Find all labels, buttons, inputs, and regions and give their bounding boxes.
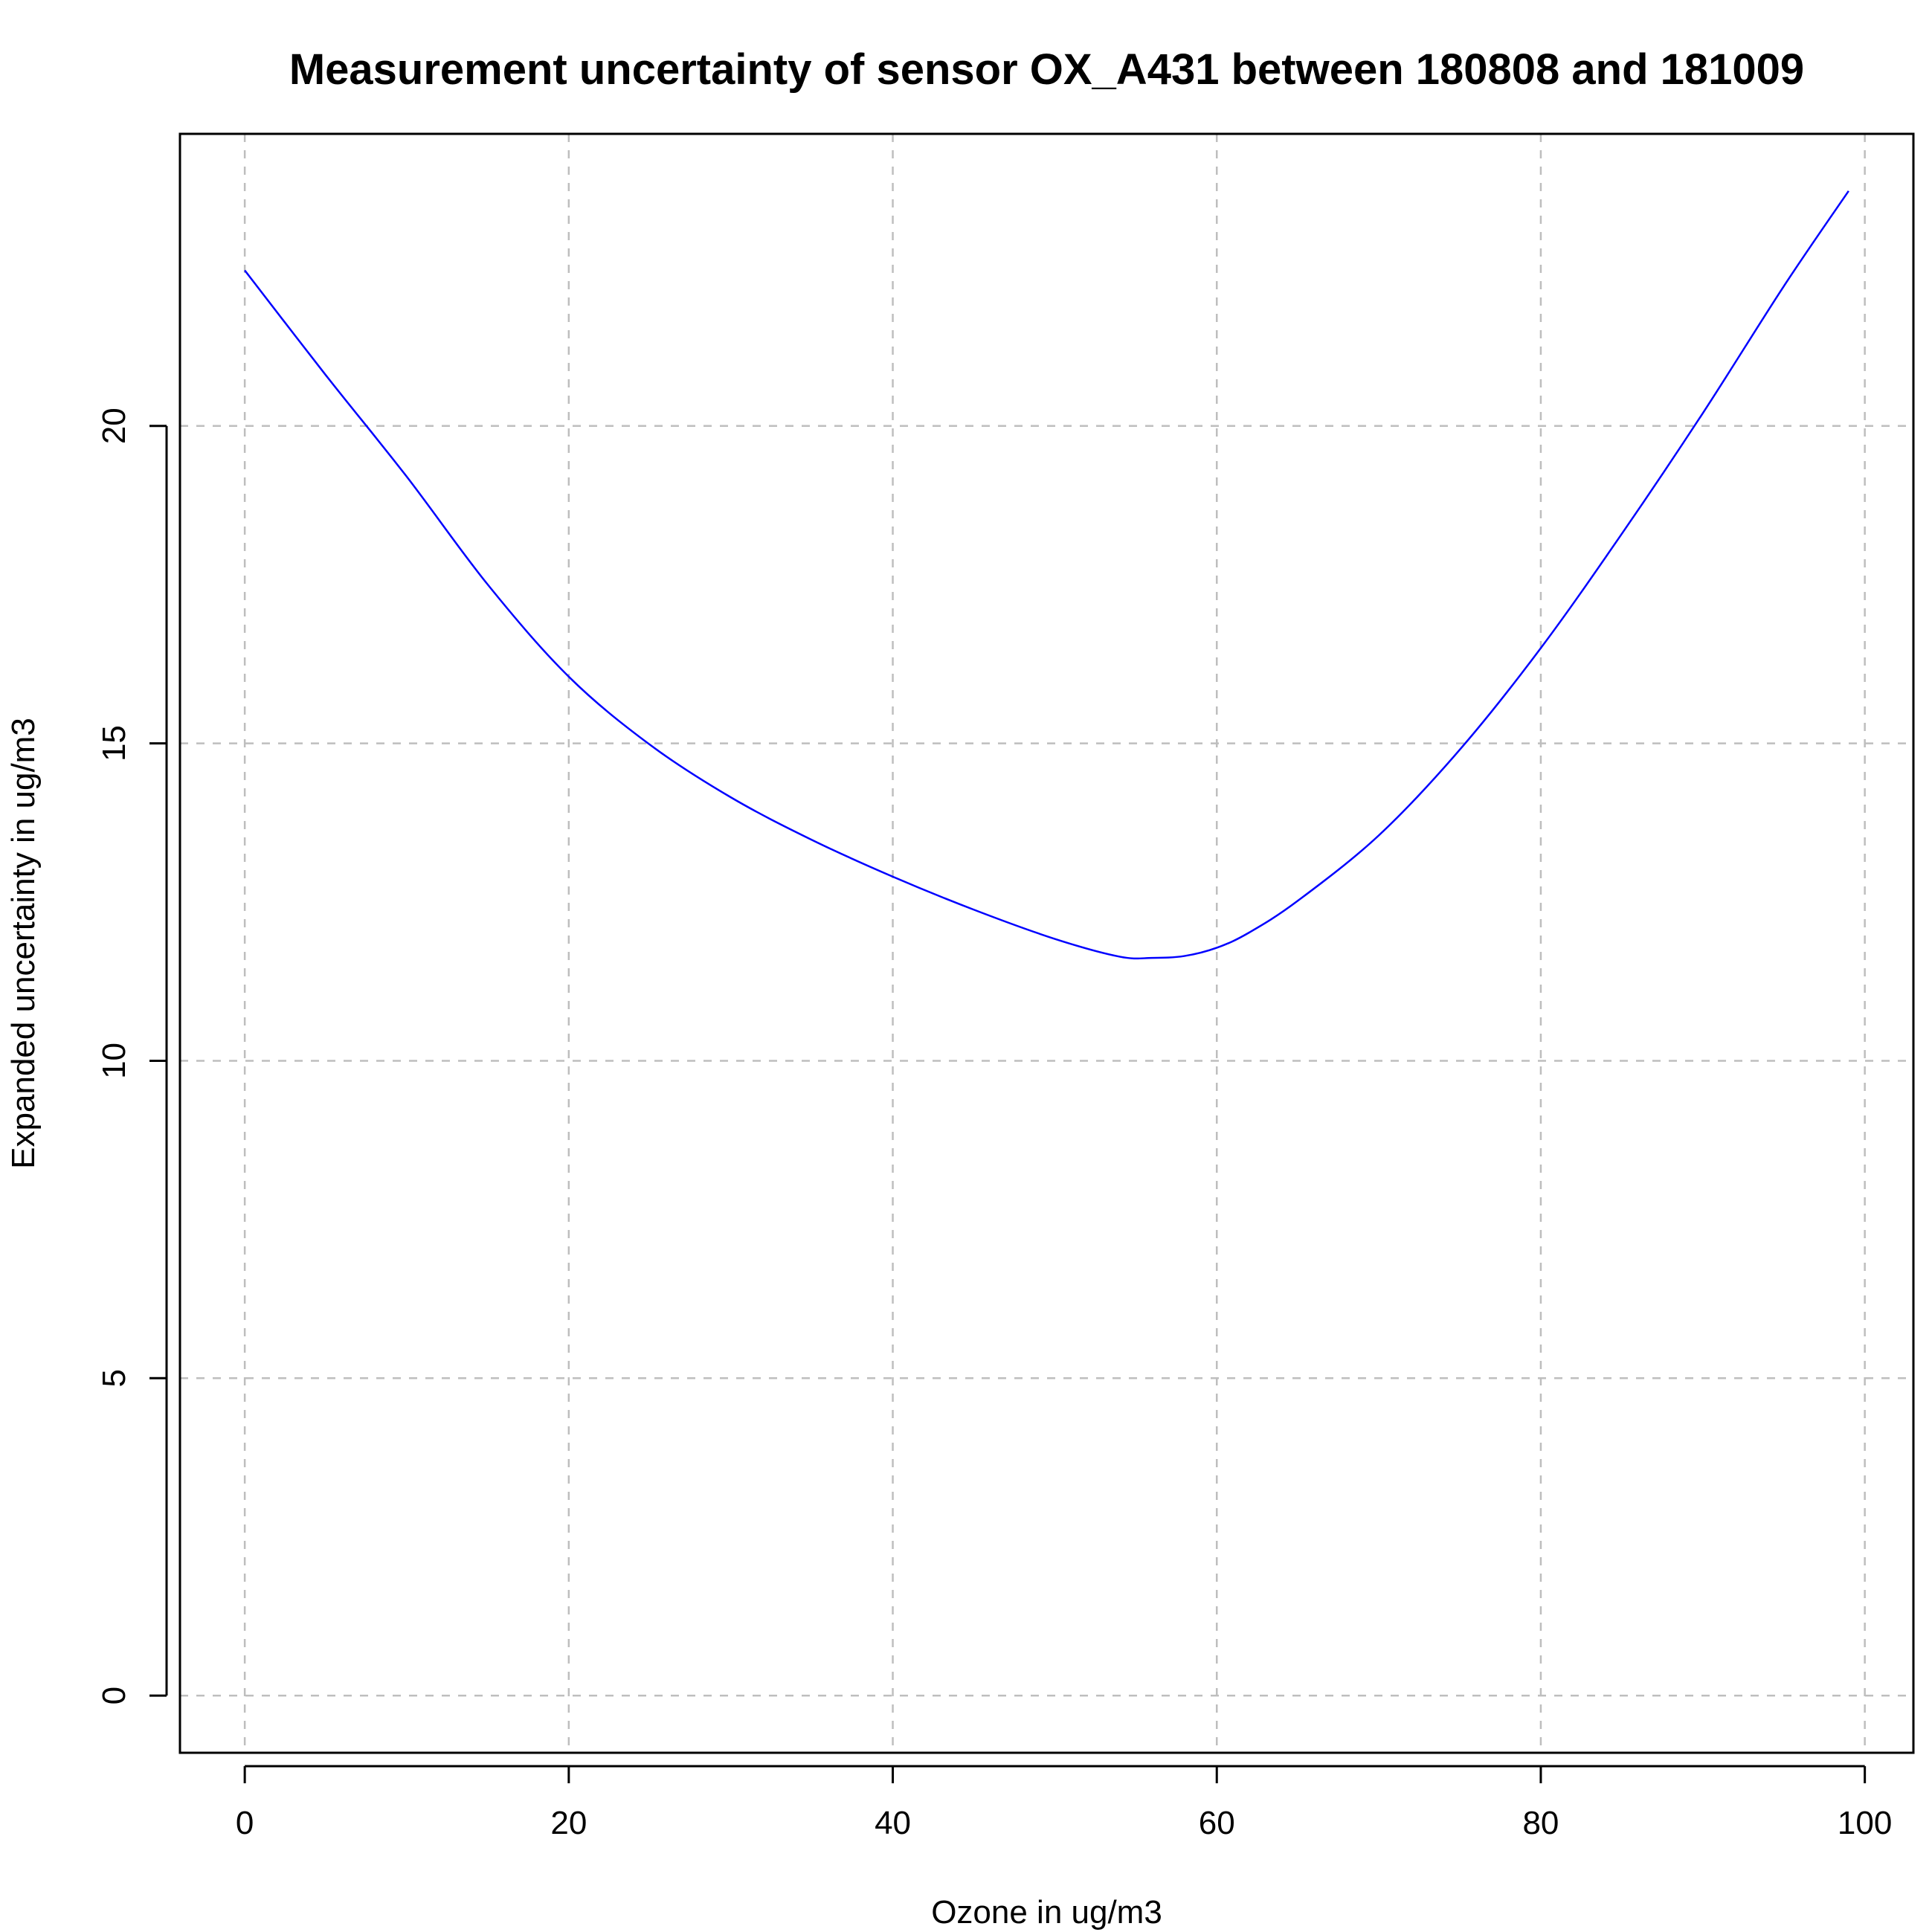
y-tick-label: 15: [96, 725, 132, 761]
x-tick-label: 100: [1838, 1805, 1892, 1841]
x-tick-label: 40: [875, 1805, 911, 1841]
y-axis-label: Expanded uncertainty in ug/m3: [5, 718, 42, 1169]
y-tick-label: 5: [96, 1369, 132, 1387]
data-layer: [244, 190, 1849, 960]
y-tick-label: 0: [96, 1687, 132, 1704]
x-tick-label: 0: [236, 1805, 254, 1841]
plot-frame: [178, 132, 1915, 1754]
y-tick-label: 20: [96, 408, 132, 444]
y-tick-label: 10: [96, 1043, 132, 1079]
chart-title: Measurement uncertainty of sensor OX_A43…: [289, 45, 1804, 94]
axes: 0 20 40 60 80 100 0 5 10 15 20: [96, 408, 1892, 1841]
x-tick-label: 20: [550, 1805, 587, 1841]
x-axis-label: Ozone in ug/m3: [931, 1894, 1162, 1931]
x-tick-label: 60: [1199, 1805, 1235, 1841]
x-tick-label: 80: [1522, 1805, 1559, 1841]
grid: [180, 134, 1913, 1753]
uncertainty-line: [244, 190, 1849, 960]
